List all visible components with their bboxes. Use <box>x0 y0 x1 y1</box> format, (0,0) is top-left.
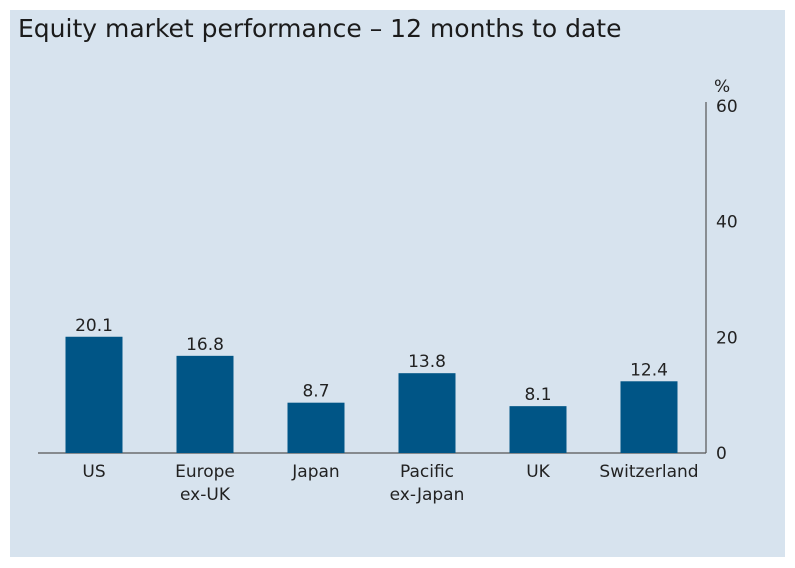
data-label: 8.1 <box>524 385 551 405</box>
y-tick-label: 0 <box>716 444 727 464</box>
bar <box>509 406 567 453</box>
chart-title: Equity market performance – 12 months to… <box>18 14 622 43</box>
data-label: 8.7 <box>302 382 329 402</box>
y-axis-unit: % <box>714 77 730 97</box>
bar <box>398 373 456 453</box>
y-tick-label: 20 <box>716 328 738 348</box>
x-tick-label: Pacific <box>400 462 454 482</box>
chart-panel <box>10 10 785 557</box>
x-tick-label: ex-UK <box>180 485 231 505</box>
y-tick-label: 40 <box>716 213 738 233</box>
bar <box>176 355 234 453</box>
x-tick-label: US <box>82 462 105 482</box>
data-label: 16.8 <box>186 335 224 355</box>
data-label: 13.8 <box>408 352 446 372</box>
y-tick-label: 60 <box>716 97 738 117</box>
x-tick-label: UK <box>526 462 550 482</box>
x-tick-label: Japan <box>291 462 339 482</box>
x-tick-label: Switzerland <box>599 462 698 482</box>
data-label: 20.1 <box>75 316 113 336</box>
x-tick-label: ex-Japan <box>390 485 465 505</box>
bar <box>65 336 123 453</box>
data-label: 12.4 <box>630 360 668 380</box>
x-tick-label: Europe <box>175 462 235 482</box>
bar <box>287 402 345 453</box>
bar <box>620 381 678 453</box>
